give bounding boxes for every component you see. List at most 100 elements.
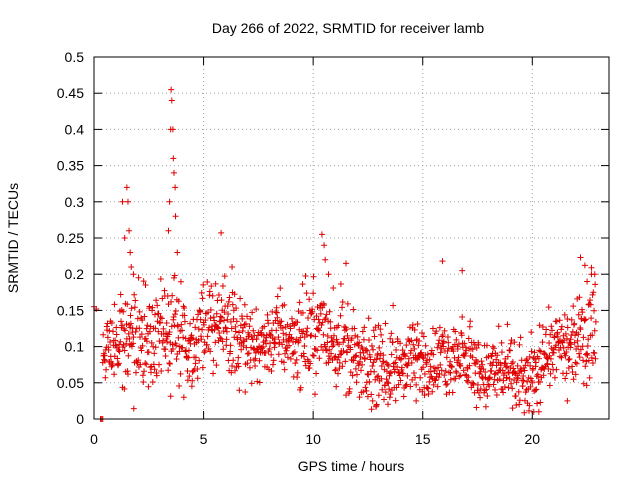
data-point	[416, 338, 423, 345]
data-point	[124, 301, 131, 308]
data-point	[245, 350, 252, 357]
data-point	[254, 378, 261, 385]
data-point	[114, 355, 121, 362]
data-point	[336, 359, 343, 366]
data-point	[421, 371, 428, 378]
data-point	[253, 336, 260, 343]
data-point	[585, 336, 592, 343]
data-point	[227, 342, 234, 349]
data-point	[587, 297, 594, 304]
data-point	[568, 316, 575, 323]
data-point	[354, 333, 361, 340]
data-point	[362, 384, 369, 391]
data-point	[310, 290, 317, 297]
data-point	[236, 387, 243, 394]
data-point	[231, 367, 238, 374]
data-point	[176, 383, 183, 390]
data-point	[548, 323, 555, 330]
data-point	[326, 308, 333, 315]
data-point	[462, 350, 469, 357]
data-point	[433, 328, 440, 335]
data-point	[259, 345, 266, 352]
data-point	[437, 361, 444, 368]
data-point	[307, 360, 314, 367]
data-point	[521, 367, 528, 374]
data-point	[444, 347, 451, 354]
data-point	[420, 355, 427, 362]
data-point	[170, 314, 177, 321]
data-point	[544, 360, 551, 367]
data-point	[318, 322, 325, 329]
data-point	[225, 311, 232, 318]
data-point	[575, 331, 582, 338]
data-point	[249, 309, 256, 316]
data-point	[446, 369, 453, 376]
data-point	[447, 376, 454, 383]
data-point	[280, 336, 287, 343]
x-tick-label: 0	[90, 431, 98, 447]
data-point	[504, 321, 511, 328]
data-point	[201, 349, 208, 356]
data-point	[163, 336, 170, 343]
data-point	[266, 346, 273, 353]
data-point	[376, 355, 383, 362]
data-point	[329, 343, 336, 350]
data-point	[522, 362, 529, 369]
data-point	[388, 330, 395, 337]
data-point	[127, 249, 134, 256]
data-point	[377, 350, 384, 357]
data-point	[459, 313, 466, 320]
data-point	[407, 383, 414, 390]
data-point	[543, 326, 550, 333]
data-point	[352, 365, 359, 372]
data-point	[271, 344, 278, 351]
data-point	[195, 326, 202, 333]
data-point	[230, 315, 237, 322]
data-point	[580, 357, 587, 364]
data-point	[495, 323, 502, 330]
data-point	[350, 306, 357, 313]
data-point	[447, 358, 454, 365]
y-tick-label: 0.3	[65, 194, 85, 210]
data-point	[380, 352, 387, 359]
data-point	[165, 227, 172, 234]
data-point	[423, 361, 430, 368]
data-point	[115, 360, 122, 367]
data-point	[126, 227, 133, 234]
chart-title: Day 266 of 2022, SRMTID for receiver lam…	[212, 20, 485, 36]
data-point	[360, 336, 367, 343]
data-point	[500, 377, 507, 384]
data-point	[237, 295, 244, 302]
data-point	[570, 376, 577, 383]
data-point	[135, 274, 142, 281]
data-point	[300, 328, 307, 335]
data-point	[156, 338, 163, 345]
data-point	[324, 339, 331, 346]
data-point	[547, 370, 554, 377]
data-point	[462, 371, 469, 378]
data-point	[387, 335, 394, 342]
data-point	[362, 355, 369, 362]
data-point	[235, 354, 242, 361]
data-point	[148, 339, 155, 346]
data-point	[207, 306, 214, 313]
data-point	[410, 341, 417, 348]
data-point	[420, 333, 427, 340]
data-point	[576, 350, 583, 357]
data-point	[426, 356, 433, 363]
data-point	[565, 356, 572, 363]
data-point	[591, 307, 598, 314]
data-point	[168, 86, 175, 93]
data-point	[381, 396, 388, 403]
data-point	[535, 355, 542, 362]
y-tick-label: 0.5	[65, 49, 85, 65]
data-point	[131, 291, 138, 298]
data-point	[553, 366, 560, 373]
data-point	[583, 382, 590, 389]
data-point	[169, 126, 176, 133]
data-point	[233, 318, 240, 325]
data-point	[150, 343, 157, 350]
data-point	[294, 319, 301, 326]
data-point	[473, 344, 480, 351]
data-point	[423, 384, 430, 391]
